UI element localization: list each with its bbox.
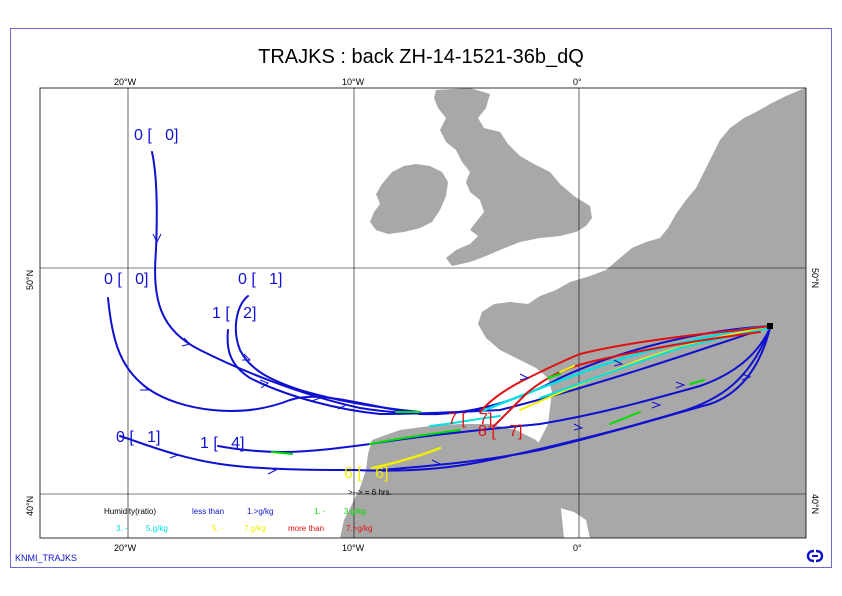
ireland-landmass [370, 164, 448, 234]
segment-cyan-2 [478, 324, 772, 414]
page-title: TRAJKS : back ZH-14-1521-36b_dQ [258, 46, 584, 68]
top-lon-label-10w: 10°W [342, 77, 365, 87]
credit-label: KNMI_TRAJKS [15, 553, 78, 563]
graticule [40, 88, 806, 538]
time-arrow [573, 423, 584, 431]
legend-entry-range: 5.g/kg [146, 524, 168, 533]
humidity-legend: Humidity(ratio) less than 1.>g/kg 1. - 3… [104, 507, 372, 533]
trajectory-7 [379, 327, 771, 471]
time-arrow [169, 451, 180, 459]
start-label: 0 [ 1] [116, 429, 160, 446]
time-arrow [519, 373, 530, 381]
start-label: 1 [ 2] [212, 305, 256, 322]
segment-green-2 [271, 451, 293, 455]
top-lon-label-20w: 20°W [114, 77, 137, 87]
legend-heading: Humidity(ratio) [104, 507, 156, 516]
legend-entry-text: less than [192, 507, 224, 516]
time-arrow [152, 233, 162, 244]
legend-entry-text: more than [288, 524, 324, 533]
legend-entry-range: 1.>g/kg [247, 507, 273, 516]
segment-green-4 [609, 411, 641, 425]
time-note: >--> = 6 hrs. [348, 488, 392, 497]
trajectory-4 [226, 325, 771, 415]
time-arrow [651, 401, 662, 409]
time-arrow [741, 373, 752, 381]
segment-green-5 [689, 379, 705, 385]
legend-entry-text: 1. - [314, 507, 326, 516]
trajectory-3 [234, 295, 421, 413]
segment-cyan-1 [429, 415, 501, 427]
legend-entry-range: 7.>g/kg [346, 524, 372, 533]
start-labels: 0 [ 0] 0 [ 0] 0 [ 1] 1 [ 2] 0 [ 1] 1 [ 4… [104, 127, 522, 482]
land-layer [340, 88, 806, 538]
legend-entry-range: 7.g/kg [244, 524, 266, 533]
start-label: 1 [ 4] [200, 435, 244, 452]
plot-border [39, 87, 807, 539]
time-arrow [267, 467, 278, 475]
time-arrow [431, 459, 442, 467]
continental-europe-landmass [478, 88, 806, 538]
knmi-logo-icon [806, 549, 824, 563]
top-lon-label-0: 0° [573, 77, 582, 87]
start-label: 6 [ 6] [344, 465, 388, 482]
great-britain-landmass [434, 88, 592, 266]
time-arrow [259, 379, 270, 389]
segment-yellow-1 [370, 446, 442, 470]
bottom-lon-label-0: 0° [573, 543, 582, 553]
start-label: 0 [ 0] [104, 271, 148, 288]
time-arrow [675, 381, 686, 389]
start-label: 0 [ 1] [238, 271, 282, 288]
time-arrow [337, 401, 348, 410]
legend-entry-range: 3.g/kg [344, 507, 366, 516]
time-arrows [140, 233, 752, 475]
trajectories [107, 151, 772, 472]
time-arrow [181, 337, 191, 347]
time-arrow [311, 393, 322, 402]
start-label: 7 [ 7] [448, 411, 492, 428]
segment-yellow-3 [559, 365, 575, 373]
start-label: 8 [ 7] [478, 423, 522, 440]
segment-red-1 [479, 325, 771, 413]
map-frame [10, 28, 832, 568]
legend-entry-text: 3. - [116, 524, 128, 533]
start-label: 0 [ 0] [134, 127, 178, 144]
legend-entry-text: 5. - [212, 524, 224, 533]
origin-marker-icon [767, 323, 773, 329]
segment-green-6 [547, 373, 561, 379]
time-arrow [242, 353, 252, 361]
bottom-lon-label-10w: 10°W [342, 543, 365, 553]
iberia-landmass [340, 424, 564, 538]
time-arrow [140, 383, 150, 391]
time-arrow [613, 359, 624, 367]
segment-green-1 [369, 429, 461, 445]
segment-red-2 [493, 331, 761, 427]
bottom-lon-label-20w: 20°W [114, 543, 137, 553]
